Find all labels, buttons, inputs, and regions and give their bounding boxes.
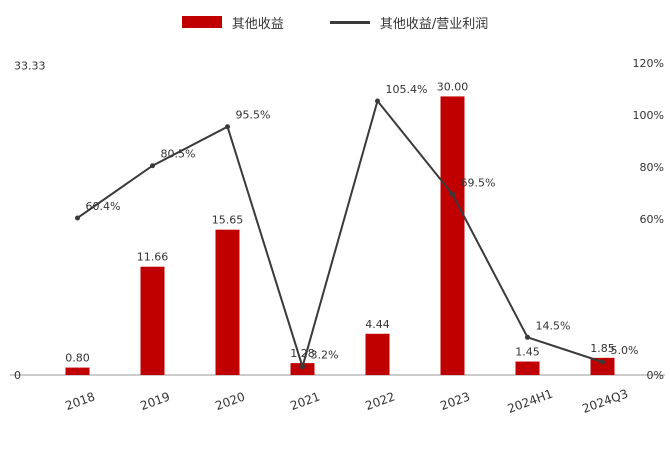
x-axis-tick-label: 2024Q3 [580,387,630,416]
bar-data-label: 30.00 [437,80,469,93]
legend-bar-swatch [181,16,222,28]
bar[interactable] [440,96,465,375]
bar-data-label: 15.65 [212,214,244,227]
bar-data-label: 1.45 [515,346,540,359]
legend: 其他收益 其他收益/营业利润 [0,11,670,33]
line-data-label: 80.5% [161,148,196,161]
bar[interactable] [65,367,90,375]
legend-line-label: 其他收益/营业利润 [379,16,489,32]
bar[interactable] [590,357,615,375]
left-axis-tick-label: 0 [14,369,21,382]
bar[interactable] [515,361,540,375]
line-point[interactable] [450,191,455,197]
bar-data-label: 1.85 [590,342,615,355]
x-axis-tick-label: 2022 [363,389,396,413]
x-axis-tick-label: 2019 [138,389,171,413]
right-axis-tick-label: 120% [633,57,664,70]
legend-item-bar[interactable]: 其他收益 [181,13,284,32]
line-data-label: 95.5% [236,109,271,122]
right-axis-tick-label: 0% [647,369,664,382]
line-data-label: 105.4% [386,83,428,96]
line-data-label: 3.2% [311,349,339,362]
x-axis-tick-label: 2020 [213,389,246,413]
legend-line-swatch [329,20,370,24]
line-point[interactable] [600,359,605,365]
line-data-label: 5.0% [611,344,639,357]
line-point[interactable] [300,364,305,370]
legend-bar-label: 其他收益 [231,16,284,32]
legend-item-line[interactable]: 其他收益/营业利润 [329,13,489,32]
x-axis-tick-label: 2024H1 [506,387,555,416]
line-data-label: 69.5% [461,176,496,189]
line-point[interactable] [225,124,230,130]
bar[interactable] [140,266,165,375]
bar-data-label: 0.80 [65,352,90,365]
x-axis-tick-label: 2021 [288,389,321,413]
bar[interactable] [365,333,390,375]
bar-data-label: 4.44 [365,318,390,331]
right-axis-tick-label: 100% [633,109,664,122]
line-point[interactable] [75,215,80,221]
line-data-label: 60.4% [86,200,121,213]
x-axis-tick-label: 2023 [438,389,471,413]
line-series[interactable] [76,98,603,371]
line-point[interactable] [150,163,155,169]
bar-data-label: 11.66 [137,251,169,264]
line-point[interactable] [375,98,380,104]
left-axis-tick-label: 33.33 [14,60,46,73]
bar[interactable] [215,229,240,375]
right-axis-tick-label: 60% [640,213,664,226]
right-axis-tick-label: 80% [640,161,664,174]
x-axis-tick-label: 2018 [63,389,96,413]
line-point[interactable] [525,334,530,340]
line-data-label: 14.5% [536,319,571,332]
